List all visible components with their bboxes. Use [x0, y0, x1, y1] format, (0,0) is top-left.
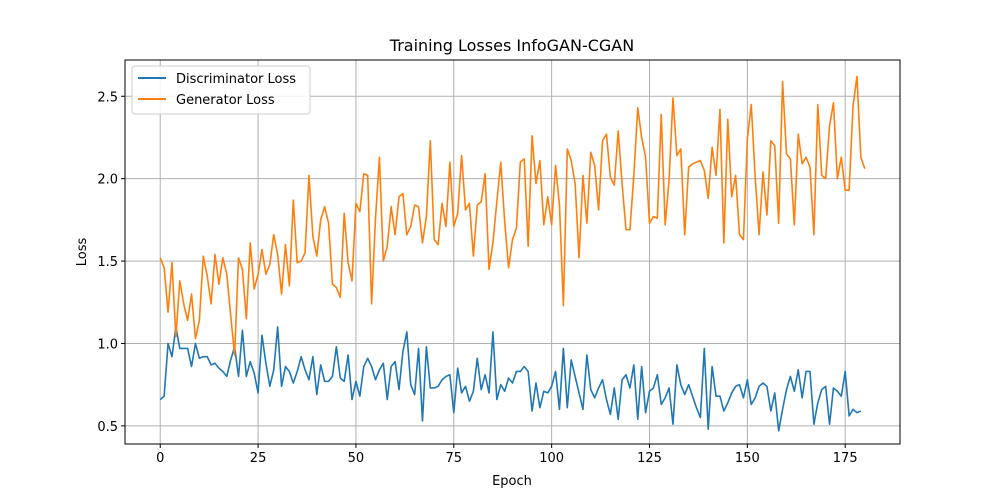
x-tick-label: 100 [539, 451, 564, 466]
y-axis: 0.5 1.0 1.5 2.0 2.5 [97, 90, 125, 435]
x-tick-label: 75 [446, 451, 463, 466]
x-tick-label: 50 [348, 451, 365, 466]
legend: Discriminator Loss Generator Loss [131, 65, 311, 115]
generator-loss-line [159, 75, 866, 356]
plot-frame [124, 59, 901, 445]
x-axis-label: Epoch [492, 474, 532, 489]
x-tick-label: 25 [250, 451, 267, 466]
y-tick-label: 2.0 [97, 173, 118, 188]
x-tick-label: 125 [637, 451, 662, 466]
y-tick-label: 0.5 [97, 420, 118, 435]
x-tick-label: 0 [156, 451, 164, 466]
y-tick-label: 1.5 [97, 255, 118, 270]
grid [125, 60, 900, 444]
discriminator-loss-line [159, 326, 862, 432]
y-tick-label: 1.0 [97, 337, 118, 352]
legend-box [131, 65, 311, 115]
x-tick-label: 150 [735, 451, 760, 466]
y-tick-label: 2.5 [97, 90, 118, 105]
chart-title: Training Losses InfoGAN-CGAN [389, 36, 634, 55]
x-axis: 0 25 50 75 100 125 150 175 [156, 444, 858, 466]
series-layer [159, 75, 866, 432]
legend-label-discriminator: Discriminator Loss [176, 72, 296, 87]
y-axis-label: Loss [75, 238, 90, 267]
legend-label-generator: Generator Loss [176, 93, 275, 108]
x-tick-label: 175 [833, 451, 858, 466]
